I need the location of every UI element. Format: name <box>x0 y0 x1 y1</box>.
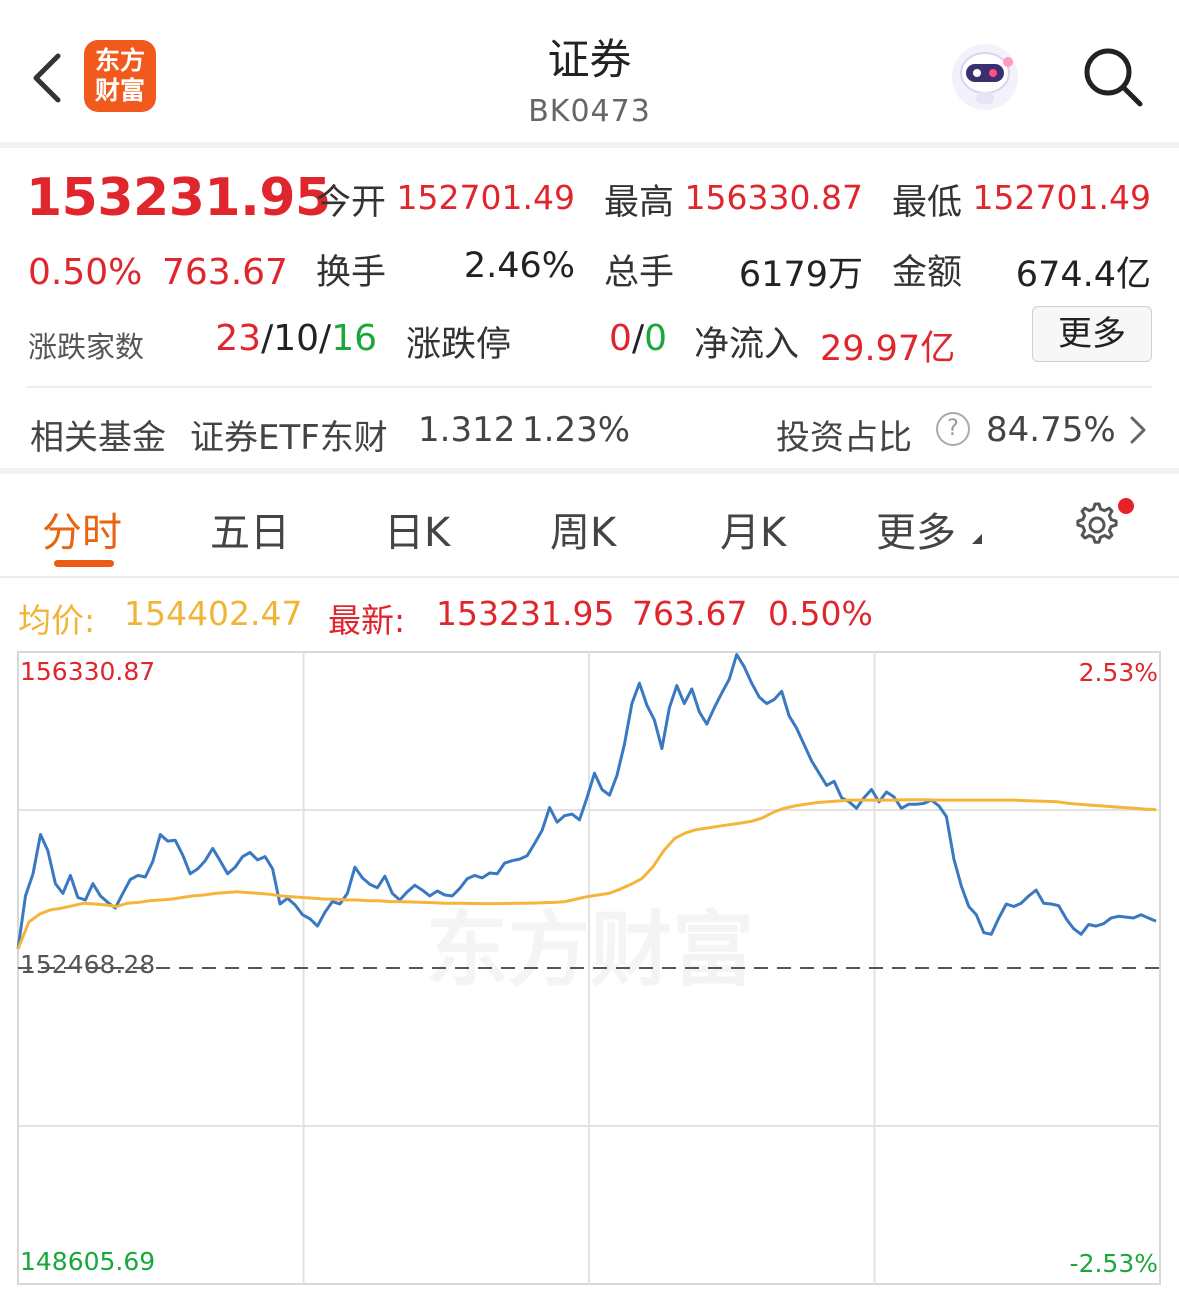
netflow-label: 净流入 <box>694 325 800 365</box>
avg-price-label: 均价: <box>18 601 96 640</box>
breadth-counts: 23/10/16 <box>215 318 377 359</box>
limit-up: 0 <box>609 318 632 359</box>
investment-ratio-value: 84.75% <box>986 410 1116 450</box>
pct-max-label: 2.53% <box>1079 658 1158 687</box>
high-value: 156330.87 <box>684 178 863 217</box>
divider <box>26 386 1152 388</box>
latest-label: 最新: <box>328 601 406 640</box>
breadth-up: 23 <box>215 318 262 359</box>
assistant-robot-icon[interactable] <box>948 40 1022 114</box>
limit-label: 涨跌停 <box>406 325 512 365</box>
active-tab-indicator <box>54 560 114 567</box>
search-icon[interactable] <box>1080 44 1146 110</box>
open-value: 152701.49 <box>396 178 575 217</box>
current-price: 153231.95 <box>26 168 331 228</box>
open-label: 今开 <box>316 183 387 223</box>
average-price-line <box>16 798 1157 950</box>
latest-price: 153231.95 <box>436 594 615 633</box>
limit-separator: / <box>631 318 645 359</box>
fund-name[interactable]: 证券ETF东财 <box>190 418 388 458</box>
avg-price-value: 154402.47 <box>124 594 303 633</box>
limit-counts: 0/0 <box>609 318 667 359</box>
low-label: 最低 <box>892 183 963 223</box>
chart-period-tabs: 分时 五日 日K 周K 月K 更多 <box>0 474 1179 578</box>
more-button[interactable]: 更多 <box>1032 306 1152 362</box>
investment-ratio-label: 投资占比 <box>776 418 912 458</box>
page-title: 证券 <box>547 35 632 84</box>
y-max-label: 156330.87 <box>20 657 155 686</box>
chart-grid <box>17 651 1161 1285</box>
eastmoney-logo[interactable]: 东方 财富 <box>84 40 156 112</box>
chevron-right-icon[interactable] <box>1124 412 1152 448</box>
notification-dot <box>1118 498 1134 514</box>
logo-line2: 财富 <box>94 76 145 105</box>
breadth-label: 涨跌家数 <box>28 330 145 364</box>
breadth-flat: 10 <box>273 318 320 359</box>
sector-code: BK0473 <box>528 94 651 129</box>
breadth-separator: / <box>261 318 274 359</box>
top-nav-bar: 东方 财富 证券 BK0473 <box>0 0 1179 142</box>
breadth-down: 16 <box>331 318 377 359</box>
breadth-separator: / <box>319 318 332 359</box>
pct-min-label: -2.53% <box>1070 1249 1158 1278</box>
help-icon[interactable]: ? <box>936 412 970 446</box>
divider <box>0 142 1179 148</box>
latest-change: 763.67 <box>632 594 748 633</box>
tab-daily-k[interactable]: 日K <box>384 510 451 556</box>
tab-more[interactable]: 更多 <box>876 510 956 556</box>
tab-monthly-k[interactable]: 月K <box>720 510 787 556</box>
fund-price: 1.312 <box>418 410 516 450</box>
limit-down: 0 <box>644 318 667 359</box>
dropdown-triangle-icon <box>972 534 982 544</box>
settings-gear-icon[interactable] <box>1068 498 1122 552</box>
divider <box>0 468 1179 474</box>
low-value: 152701.49 <box>972 178 1151 217</box>
tab-weekly-k[interactable]: 周K <box>550 510 617 556</box>
volume-value: 6179万 <box>738 255 863 295</box>
price-line <box>16 653 1157 950</box>
amount-value: 674.4亿 <box>1015 255 1151 295</box>
related-fund-label: 相关基金 <box>30 418 166 458</box>
turnover-label: 换手 <box>316 253 387 293</box>
amount-label: 金额 <box>892 253 963 293</box>
latest-change-percent: 0.50% <box>768 594 873 633</box>
quote-panel: 153231.95 0.50% 763.67 今开 152701.49 最高 1… <box>0 148 1179 468</box>
change-value: 763.67 <box>162 252 288 293</box>
y-min-label: 148605.69 <box>20 1247 155 1276</box>
turnover-value: 2.46% <box>463 246 575 286</box>
netflow-value: 29.97亿 <box>820 329 956 369</box>
volume-label: 总手 <box>604 253 675 293</box>
back-arrow-icon[interactable] <box>26 48 70 108</box>
change-percent: 0.50% <box>28 252 143 293</box>
tab-intraday[interactable]: 分时 <box>42 510 122 556</box>
fund-change-percent: 1.23% <box>522 410 631 450</box>
tab-five-day[interactable]: 五日 <box>210 510 290 556</box>
chart-lines <box>16 653 1157 950</box>
high-label: 最高 <box>604 183 675 223</box>
intraday-chart[interactable]: 东方财富 156330.87 2.53% 152468.28 148605.69… <box>0 648 1179 1294</box>
logo-line1: 东方 <box>94 46 145 75</box>
prev-close-label: 152468.28 <box>20 950 155 979</box>
